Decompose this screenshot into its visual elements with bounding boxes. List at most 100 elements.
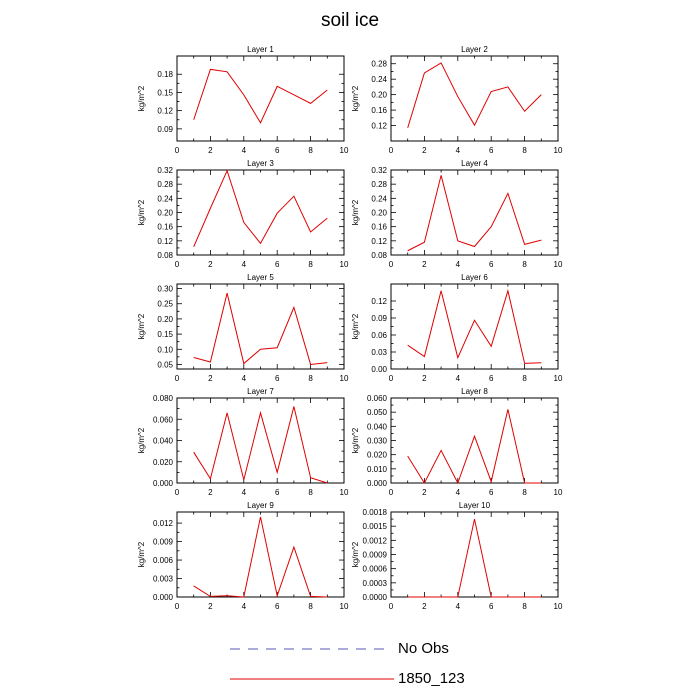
y-tick-label: 0.03 xyxy=(371,348,387,357)
y-tick-label: 0.28 xyxy=(371,60,387,69)
y-tick-label: 0.24 xyxy=(371,194,387,203)
x-tick-label: 0 xyxy=(175,260,180,269)
x-tick-label: 8 xyxy=(522,260,527,269)
legend-label-1850-123: 1850_123 xyxy=(398,670,465,687)
panel-layer-7: Layer 7 0 2 4 6 8 10 0.000 0.020 0.040 0.060 0.080 k… xyxy=(137,387,349,497)
y-tick-label: 0.32 xyxy=(371,166,387,175)
x-tick-label: 2 xyxy=(208,146,213,155)
y-tick-label: 0.010 xyxy=(367,465,388,474)
plot-frame-layer-10 xyxy=(390,511,559,598)
x-tick-label: 6 xyxy=(489,602,494,611)
y-axis-label-layer-5: kg/m^2 xyxy=(137,313,146,339)
y-tick-label: 0.06 xyxy=(371,331,387,340)
panel-title-layer-1: Layer 1 xyxy=(247,45,274,54)
x-tick-label: 8 xyxy=(308,488,313,497)
x-tick-label: 8 xyxy=(308,374,313,383)
y-tick-label: 0.000 xyxy=(153,479,174,488)
y-tick-label: 0.28 xyxy=(371,180,387,189)
y-tick-label: 0.0015 xyxy=(363,522,388,531)
x-tick-label: 0 xyxy=(389,374,394,383)
x-tick-label: 0 xyxy=(389,146,394,155)
panel-layer-5: Layer 5 0 2 4 6 8 10 0.05 0.10 0.15 0.20 0.25 0.30 kg… xyxy=(137,273,349,383)
x-tick-label: 8 xyxy=(308,602,313,611)
y-tick-label: 0.32 xyxy=(157,166,173,175)
y-axis-label-layer-4: kg/m^2 xyxy=(351,199,360,225)
y-tick-label: 0.09 xyxy=(371,314,387,323)
plot-frame-layer-6 xyxy=(390,283,559,370)
x-tick-label: 4 xyxy=(456,146,461,155)
y-axis-label-layer-1: kg/m^2 xyxy=(137,85,146,111)
y-tick-label: 0.30 xyxy=(157,285,173,294)
x-tick-label: 2 xyxy=(208,260,213,269)
x-tick-label: 8 xyxy=(522,488,527,497)
panel-layer-8: Layer 8 0 2 4 6 8 10 0.000 0.010 0.020 0.030 0.040 0… xyxy=(351,387,563,497)
x-tick-label: 6 xyxy=(489,488,494,497)
x-tick-label: 4 xyxy=(242,146,247,155)
y-tick-label: 0.00 xyxy=(371,365,387,374)
y-axis-label-layer-10: kg/m^2 xyxy=(351,541,360,567)
x-tick-label: 8 xyxy=(308,146,313,155)
x-tick-label: 10 xyxy=(340,146,349,155)
y-tick-label: 0.000 xyxy=(367,479,388,488)
x-tick-label: 6 xyxy=(275,146,280,155)
x-tick-label: 0 xyxy=(175,146,180,155)
plot-frame-layer-7 xyxy=(176,397,345,484)
series-line-layer-3 xyxy=(193,169,328,248)
plot-frame-layer-9 xyxy=(176,511,345,598)
panel-title-layer-4: Layer 4 xyxy=(461,159,488,168)
y-tick-label: 0.24 xyxy=(371,75,387,84)
x-tick-label: 8 xyxy=(522,374,527,383)
y-axis-label-layer-8: kg/m^2 xyxy=(351,427,360,453)
y-tick-label: 0.15 xyxy=(157,330,173,339)
panel-layer-9: Layer 9 0 2 4 6 8 10 0.000 0.003 0.006 0.009 0.012 k… xyxy=(137,501,349,611)
y-tick-label: 0.012 xyxy=(153,519,174,528)
x-tick-label: 2 xyxy=(208,602,213,611)
x-tick-label: 10 xyxy=(340,602,349,611)
page-title: soil ice xyxy=(320,10,380,31)
y-tick-label: 0.20 xyxy=(157,209,173,218)
y-tick-label: 0.0018 xyxy=(363,508,388,517)
plot-frame-layer-5 xyxy=(176,283,345,370)
x-tick-label: 10 xyxy=(340,260,349,269)
series-line-layer-4 xyxy=(407,175,542,252)
y-tick-label: 0.08 xyxy=(371,251,387,260)
x-tick-label: 6 xyxy=(275,374,280,383)
series-line-layer-1 xyxy=(193,68,328,124)
x-tick-label: 2 xyxy=(422,488,427,497)
x-tick-label: 10 xyxy=(554,260,563,269)
x-tick-label: 10 xyxy=(340,488,349,497)
x-tick-label: 6 xyxy=(489,146,494,155)
panel-title-layer-10: Layer 10 xyxy=(459,501,491,510)
x-tick-label: 4 xyxy=(242,488,247,497)
y-tick-label: 0.12 xyxy=(157,107,173,116)
x-tick-label: 4 xyxy=(242,374,247,383)
panel-title-layer-3: Layer 3 xyxy=(247,159,274,168)
x-tick-label: 0 xyxy=(175,374,180,383)
panel-layer-2: Layer 2 0 2 4 6 8 10 0.12 0.16 0.20 0.24 0.28 kg/m^2 xyxy=(351,45,563,155)
y-tick-label: 0.20 xyxy=(371,209,387,218)
y-tick-label: 0.040 xyxy=(367,422,388,431)
y-tick-label: 0.28 xyxy=(157,180,173,189)
series-line-layer-8 xyxy=(407,409,542,485)
x-tick-label: 8 xyxy=(308,260,313,269)
x-tick-label: 6 xyxy=(489,260,494,269)
x-tick-label: 4 xyxy=(456,260,461,269)
x-tick-label: 6 xyxy=(489,374,494,383)
x-tick-label: 10 xyxy=(554,488,563,497)
y-tick-label: 0.006 xyxy=(153,556,174,565)
y-tick-label: 0.12 xyxy=(157,237,173,246)
y-tick-label: 0.060 xyxy=(153,415,174,424)
y-tick-label: 0.020 xyxy=(153,458,174,467)
x-tick-label: 2 xyxy=(422,602,427,611)
y-axis-label-layer-9: kg/m^2 xyxy=(137,541,146,567)
y-tick-label: 0.040 xyxy=(153,437,174,446)
y-tick-label: 0.16 xyxy=(371,106,387,115)
x-tick-label: 4 xyxy=(456,488,461,497)
y-tick-label: 0.060 xyxy=(367,394,388,403)
x-tick-label: 10 xyxy=(554,146,563,155)
y-tick-label: 0.05 xyxy=(157,360,173,369)
y-tick-label: 0.000 xyxy=(153,593,174,602)
panel-title-layer-5: Layer 5 xyxy=(247,273,274,282)
panel-title-layer-8: Layer 8 xyxy=(461,387,488,396)
